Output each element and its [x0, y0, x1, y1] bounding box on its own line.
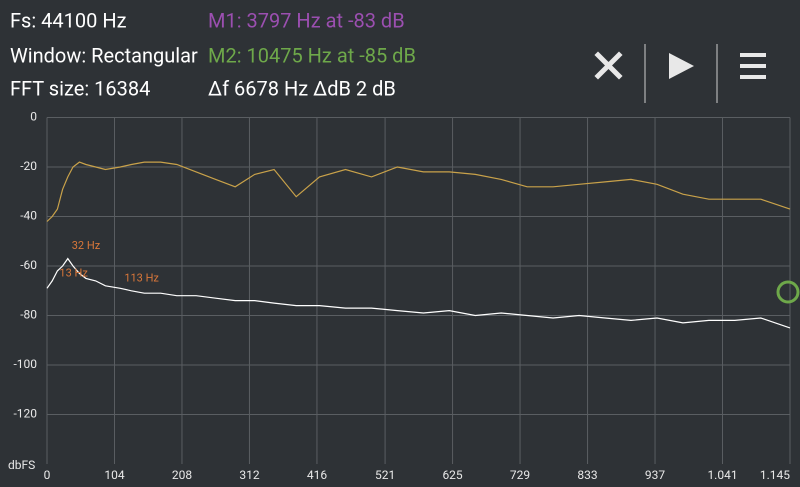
close-button[interactable]	[594, 51, 623, 80]
x-tick-label: 521	[375, 468, 395, 482]
x-tick-label: 937	[645, 468, 665, 482]
delta-readout: Δf 6678 Hz ΔdB 2 dB	[208, 76, 396, 100]
y-tick-label: -120	[13, 407, 37, 421]
marker1-readout: M1: 3797 Hz at -83 dB	[208, 8, 405, 32]
sample-rate: Fs: 44100 Hz	[10, 8, 127, 32]
y-tick-label: -100	[13, 357, 37, 371]
marker2-readout: M2: 10475 Hz at -85 dB	[208, 43, 416, 67]
y-tick-label: -20	[20, 159, 37, 173]
peak-annotation: 32 Hz	[72, 239, 101, 252]
play-button[interactable]	[669, 53, 694, 79]
plot: 0 -20 -40 -60 -80 -100 -120 0 104 208 312 416 521 625…	[13, 110, 791, 482]
x-tick-label: 0	[44, 468, 51, 482]
peak-annotation: 113 Hz	[124, 271, 159, 284]
x-tick-label: 729	[510, 468, 530, 482]
fft-size: FFT size: 16384	[10, 76, 150, 100]
y-tick-label: -40	[20, 209, 37, 223]
window-type: Window: Rectangular	[10, 43, 198, 67]
x-tick-label: 833	[577, 468, 597, 482]
y-tick-label: -80	[20, 308, 37, 322]
cursor-handle[interactable]	[776, 280, 800, 304]
x-tick-label: 1.041	[707, 468, 737, 482]
x-tick-label: 208	[172, 468, 192, 482]
spectrum-line	[46, 161, 791, 222]
y-tick-label: -60	[20, 258, 37, 272]
x-tick-label: 625	[442, 468, 462, 482]
menu-button[interactable]	[740, 53, 766, 79]
x-tick-label: 104	[104, 468, 124, 482]
y-tick-label: 0	[30, 110, 37, 124]
spectrum-line	[46, 257, 791, 329]
x-tick-label: 312	[239, 468, 259, 482]
y-axis-label: dbFS	[8, 458, 35, 472]
peak-annotation: 13 Hz	[59, 266, 88, 279]
x-tick-label: 416	[307, 468, 327, 482]
x-tick-label: 1.145	[760, 468, 790, 482]
